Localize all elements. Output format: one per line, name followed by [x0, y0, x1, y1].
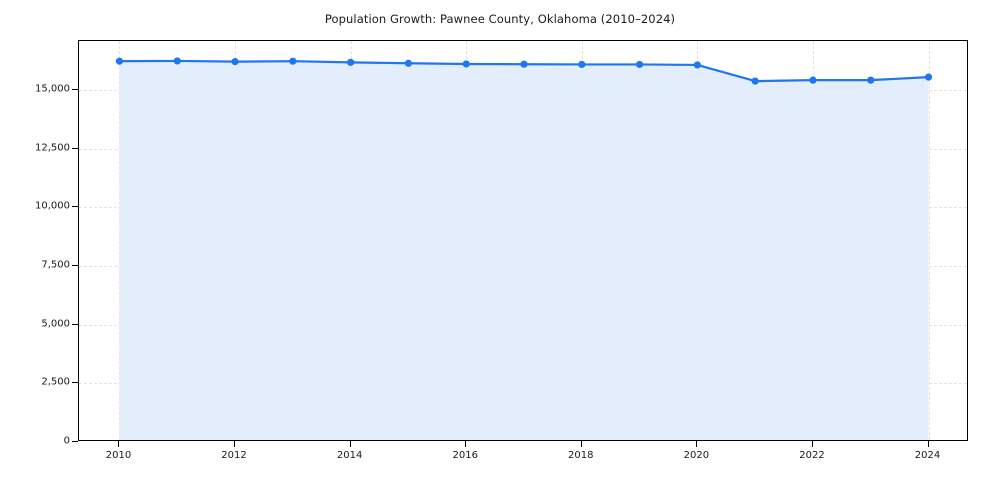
x-tick-label: 2016: [452, 450, 478, 461]
x-tick-mark: [927, 441, 929, 447]
data-point-2018: [578, 60, 586, 69]
series-area-line: [115, 57, 933, 440]
data-point-2021: [751, 77, 759, 85]
y-tick-mark: [72, 265, 78, 267]
data-point-2011: [173, 57, 181, 65]
x-tick-label: 2024: [914, 450, 941, 461]
y-tick-label: 2,500: [41, 376, 70, 388]
x-tick-mark: [234, 441, 236, 447]
x-tick-mark: [465, 441, 467, 447]
data-point-2020: [693, 61, 701, 69]
x-tick-label: 2014: [336, 450, 363, 461]
chart-title: Population Growth: Pawnee County, Oklaho…: [324, 12, 676, 26]
y-tick-mark: [72, 206, 78, 208]
data-point-2016: [462, 60, 470, 68]
x-tick-label: 2022: [799, 450, 825, 461]
y-tick-label: 7,500: [41, 259, 70, 271]
y-tick-mark: [72, 382, 78, 384]
x-tick-label: 2010: [105, 450, 132, 461]
data-point-2017: [520, 60, 528, 68]
plot-area: [78, 40, 968, 441]
data-point-2019: [635, 60, 644, 69]
data-point-2014: [347, 58, 355, 66]
x-tick-mark: [580, 441, 582, 447]
y-tick-mark: [72, 147, 78, 149]
data-point-2013: [289, 57, 297, 65]
x-tick-mark: [696, 441, 698, 447]
y-tick-label: 0: [63, 435, 70, 447]
x-tick-mark: [118, 441, 120, 447]
y-tick-mark: [72, 441, 78, 442]
area-fill: [119, 60, 929, 440]
y-tick-mark: [72, 323, 78, 325]
data-point-2022: [809, 76, 817, 84]
data-point-markers: [115, 57, 933, 85]
data-point-2023: [867, 76, 875, 84]
x-tick-label: 2020: [683, 450, 710, 461]
y-tick-label: 12,500: [35, 142, 70, 154]
data-point-2024: [924, 73, 933, 81]
gridline-vertical: [928, 41, 930, 440]
y-tick-label: 10,000: [35, 200, 70, 212]
y-tick-mark: [72, 89, 78, 91]
x-tick-mark: [811, 441, 813, 447]
y-tick-label: 15,000: [35, 83, 70, 95]
data-point-2010: [115, 57, 124, 65]
data-point-2015: [404, 59, 413, 67]
y-tick-label: 5,000: [41, 318, 70, 330]
x-tick-label: 2018: [568, 450, 594, 461]
data-point-2012: [231, 58, 239, 66]
x-tick-label: 2012: [221, 450, 247, 461]
x-tick-mark: [349, 441, 351, 447]
